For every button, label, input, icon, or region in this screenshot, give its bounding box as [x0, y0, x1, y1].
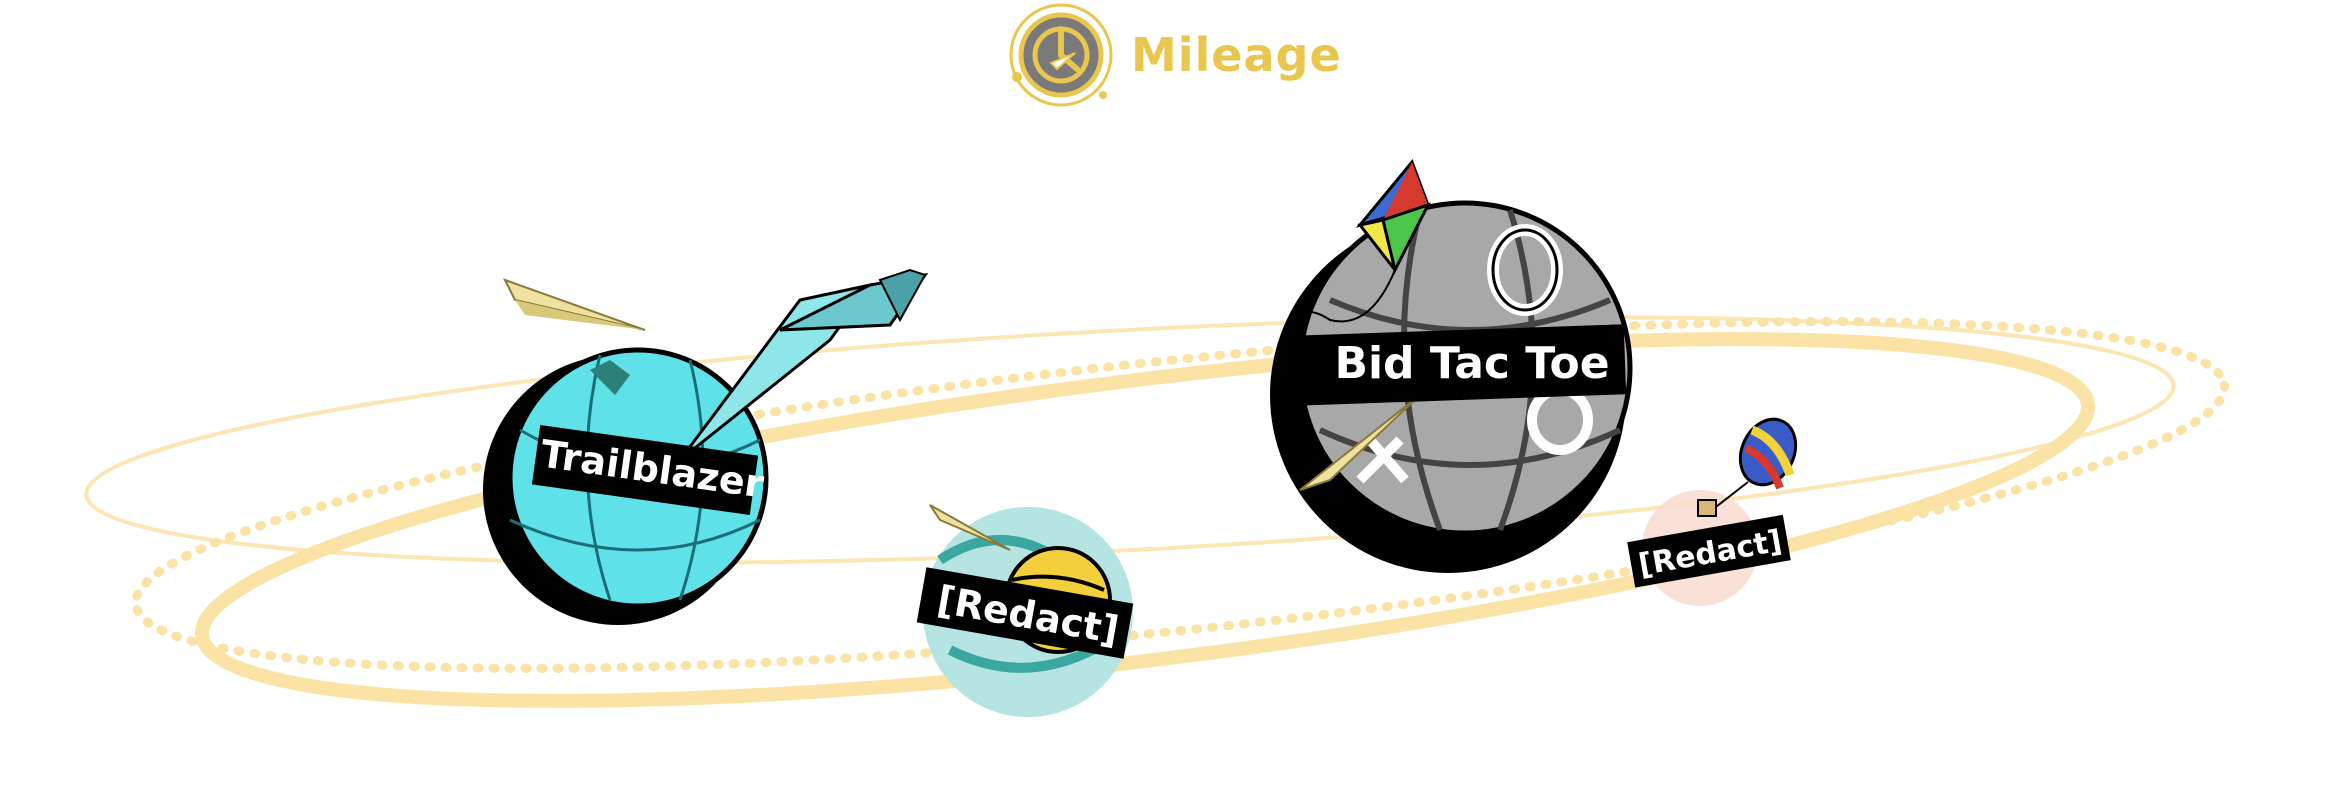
label-banner: [531, 424, 759, 516]
kite-icon: [1289, 159, 1431, 331]
planet-bid-tac-toe[interactable]: Bid Tac Toe: [1270, 159, 1633, 573]
paper-plane-icon: [1299, 394, 1421, 491]
label-banner: [1293, 324, 1627, 406]
planet-redact-balloon[interactable]: [Redact]: [1627, 410, 1806, 606]
thin-orbit: [84, 315, 2176, 565]
app-title: Mileage: [1131, 28, 1342, 82]
brand-logo[interactable]: Mileage: [1005, 0, 1342, 110]
planet-redact-yellow[interactable]: [Redact]: [916, 504, 1134, 717]
clock-plane-icon: [1009, 3, 1113, 107]
ring-x-icon: [1356, 436, 1409, 484]
planet-trailblazer[interactable]: Trailblazer: [483, 268, 929, 625]
small-paper-plane-icon: [502, 278, 646, 331]
paper-plane-icon: [929, 504, 1011, 551]
dotted-orbit: [131, 317, 2229, 673]
hot-air-balloon-icon: [1697, 417, 1798, 517]
label-banner: [1627, 514, 1791, 588]
label-banner: [916, 567, 1134, 659]
orbit-paths: [84, 315, 2229, 708]
paper-plane-icon: [678, 268, 929, 462]
solid-orbit: [194, 332, 2096, 708]
planet-label-bid-tac-toe: Bid Tac Toe: [1334, 338, 1609, 389]
